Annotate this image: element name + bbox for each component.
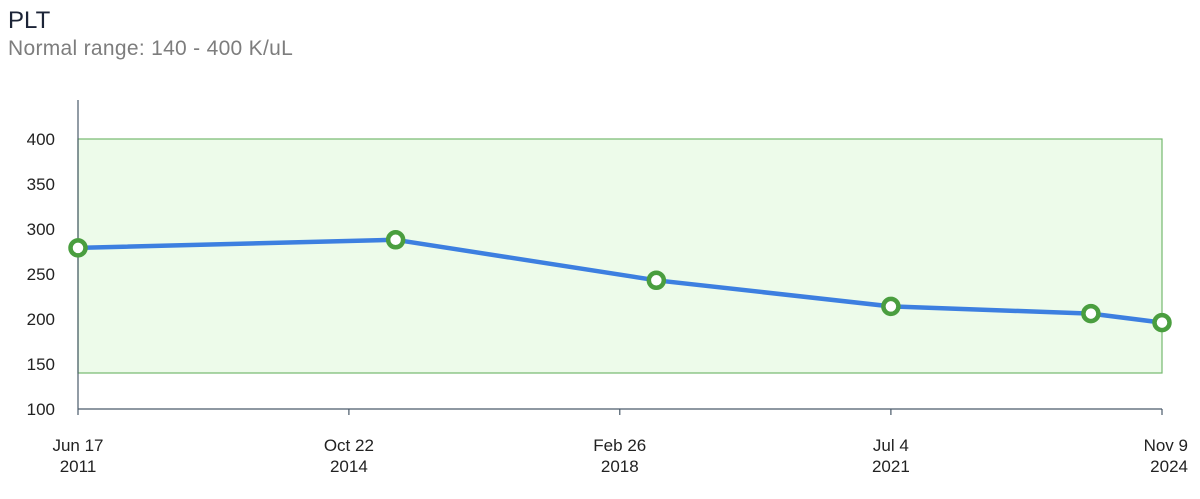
normal-range-band-layer [77,138,1163,374]
x-tick-label: Jul 4 [873,436,909,455]
y-tick-label: 250 [27,265,55,284]
chart-subtitle: Normal range: 140 - 400 K/uL [8,37,294,60]
tick-labels-layer: 100 150 200 250 300 350 400 Jun 17 2011 Oct 22 201… [27,130,1188,476]
y-tick-label: 400 [27,130,55,149]
chart-title: PLT [8,7,51,34]
data-point-marker [1152,312,1172,333]
data-point-marker [646,270,667,291]
data-point-marker [881,296,901,317]
y-tick-label: 300 [27,220,55,239]
normal-range-band [77,138,1163,374]
y-tick-label: 150 [27,355,55,374]
x-tick-label: Nov 9 [1144,436,1188,455]
x-tick-label: Oct 22 [324,436,374,455]
chart-header: PLT Normal range: 140 - 400 K/uL [8,6,293,62]
x-tick-year-label: 2024 [1150,457,1188,476]
y-tick-label: 200 [27,310,55,329]
data-point-marker [1081,303,1101,324]
markers-layer [68,230,1172,333]
y-tick-label: 350 [27,175,55,194]
x-tick-year-label: 2018 [601,457,639,476]
x-tick-year-label: 2014 [330,457,368,476]
y-tick-label: 100 [27,400,55,419]
x-tick-year-label: 2011 [60,457,97,476]
data-point-marker [68,238,88,258]
plt-series-line [75,237,1165,325]
x-tick-year-label: 2021 [872,457,910,476]
data-point-marker [385,230,406,250]
x-tick-label: Feb 26 [593,436,646,455]
x-tick-label: Jun 17 [52,436,103,455]
series-layer [75,237,1165,325]
